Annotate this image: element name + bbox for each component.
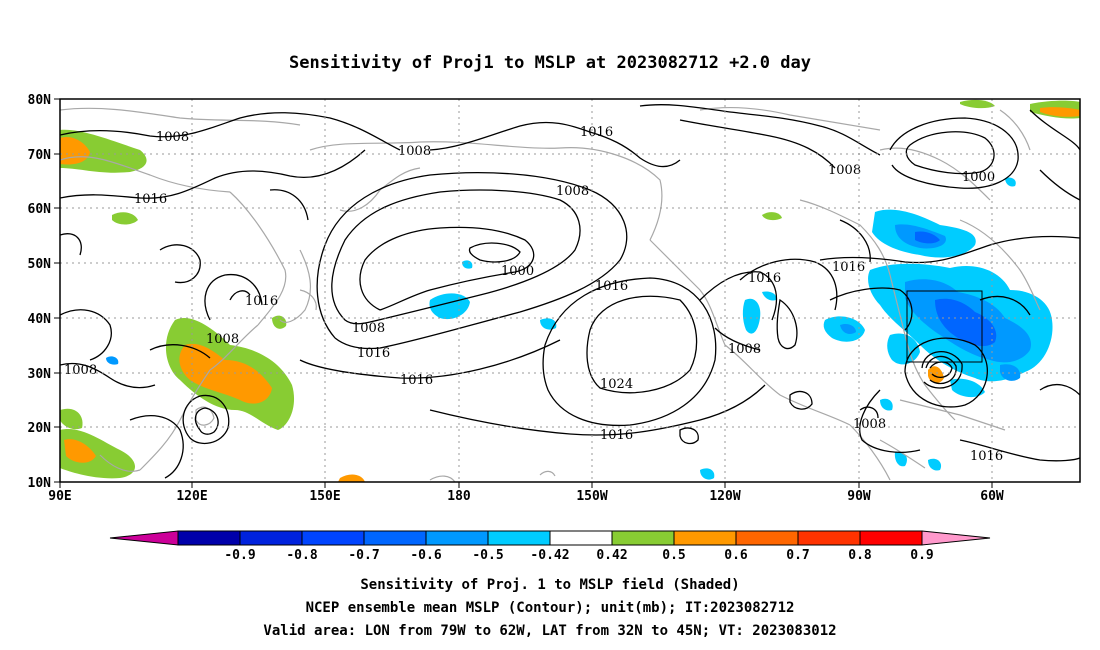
colorbar: -0.9 -0.8 -0.7 -0.6 -0.5 -0.42 0.42 0.5 0.6 0.7 0.… — [109, 530, 991, 563]
map-frame — [59, 98, 1081, 483]
contour-label: 1008 — [64, 363, 97, 378]
lat-axis: 10N 20N 30N 40N 50N 60N 70N 80N — [28, 93, 60, 491]
colorbar-label: 0.5 — [662, 548, 685, 563]
lat-tick-label: 70N — [28, 148, 52, 163]
contour-label: 1008 — [156, 130, 189, 145]
colorbar-swatch — [673, 530, 737, 546]
contour-label: 1008 — [556, 184, 589, 199]
contour-label: 1016 — [134, 192, 167, 207]
positive-sensitivity-shading — [60, 99, 1080, 482]
contour-label: 1000 — [962, 170, 995, 185]
colorbar-label: 0.9 — [910, 548, 933, 563]
contour-label: 1000 — [501, 264, 534, 279]
colorbar-label: 0.6 — [724, 548, 748, 563]
contour-label: 1016 — [245, 294, 278, 309]
colorbar-label: -0.7 — [348, 548, 379, 563]
valid-area-box — [906, 290, 983, 363]
colorbar-swatch — [549, 530, 613, 546]
lon-tick-label: 180 — [447, 489, 471, 504]
contour-label: 1016 — [748, 271, 781, 286]
colorbar-label: -0.8 — [286, 548, 317, 563]
contour-label: 1016 — [970, 449, 1003, 464]
colorbar-swatch — [239, 530, 303, 546]
colorbar-swatch — [611, 530, 675, 546]
lat-tick-label: 60N — [28, 202, 52, 217]
contour-label: 1016 — [595, 279, 628, 294]
colorbar-swatch — [735, 530, 799, 546]
lon-axis: 90E 120E 150E 180 150W 120W 90W 60W — [48, 482, 1004, 504]
colorbar-swatch — [363, 530, 427, 546]
contour-label: 1008 — [352, 321, 385, 336]
contour-label: 1016 — [400, 373, 433, 388]
footer-line-3: Valid area: LON from 79W to 62W, LAT fro… — [263, 623, 836, 639]
lon-tick-label: 90W — [847, 489, 871, 504]
colorbar-label: -0.9 — [224, 548, 255, 563]
colorbar-swatch — [487, 530, 551, 546]
contour-label: 1016 — [357, 346, 390, 361]
colorbar-swatch — [177, 530, 241, 546]
contour-label: 1008 — [206, 332, 239, 347]
footer-line-2: NCEP ensemble mean MSLP (Contour); unit(… — [306, 600, 795, 616]
contour-label: 1008 — [728, 342, 761, 357]
contour-label: 1008 — [828, 163, 861, 178]
lat-tick-label: 10N — [28, 476, 52, 491]
colorbar-swatch — [301, 530, 365, 546]
contour-label: 1008 — [398, 144, 431, 159]
colorbar-label: 0.42 — [596, 548, 627, 563]
lon-tick-label: 60W — [980, 489, 1004, 504]
isobars — [60, 104, 1080, 479]
lon-tick-label: 150E — [309, 489, 340, 504]
lon-tick-label: 120E — [176, 489, 207, 504]
colorbar-label: -0.6 — [410, 548, 441, 563]
contour-label: 1016 — [580, 125, 613, 140]
colorbar-end-high — [921, 530, 991, 546]
colorbar-swatch — [797, 530, 861, 546]
gridlines — [60, 99, 1080, 482]
contour-label: 1008 — [853, 417, 886, 432]
colorbar-swatch — [425, 530, 489, 546]
lat-tick-label: 20N — [28, 421, 52, 436]
lat-tick-label: 40N — [28, 312, 52, 327]
colorbar-label: -0.42 — [530, 548, 569, 563]
contour-label: 1024 — [600, 377, 633, 392]
colorbar-label: -0.5 — [472, 548, 503, 563]
contour-label: 1016 — [600, 428, 633, 443]
lon-tick-label: 90E — [48, 489, 71, 504]
lon-tick-label: 120W — [709, 489, 740, 504]
colorbar-swatch — [859, 530, 923, 546]
colorbar-label: 0.8 — [848, 548, 872, 563]
lat-tick-label: 30N — [28, 367, 52, 382]
lon-tick-label: 150W — [576, 489, 607, 504]
negative-sensitivity-shading — [106, 177, 1053, 480]
footer-line-1: Sensitivity of Proj. 1 to MSLP field (Sh… — [360, 577, 739, 593]
contour-label: 1016 — [832, 260, 865, 275]
map-plot-area: 1008 1008 1016 1016 1008 1008 1016 1008 … — [60, 99, 1080, 482]
contour-labels: 1008 1008 1016 1016 1008 1008 1016 1008 … — [64, 125, 1003, 464]
colorbar-end-low — [109, 530, 179, 546]
lat-tick-label: 80N — [28, 93, 52, 108]
colorbar-label: 0.7 — [786, 548, 809, 563]
lat-tick-label: 50N — [28, 257, 52, 272]
figure-title: Sensitivity of Proj1 to MSLP at 20230827… — [289, 53, 811, 73]
coastlines — [60, 106, 1041, 482]
